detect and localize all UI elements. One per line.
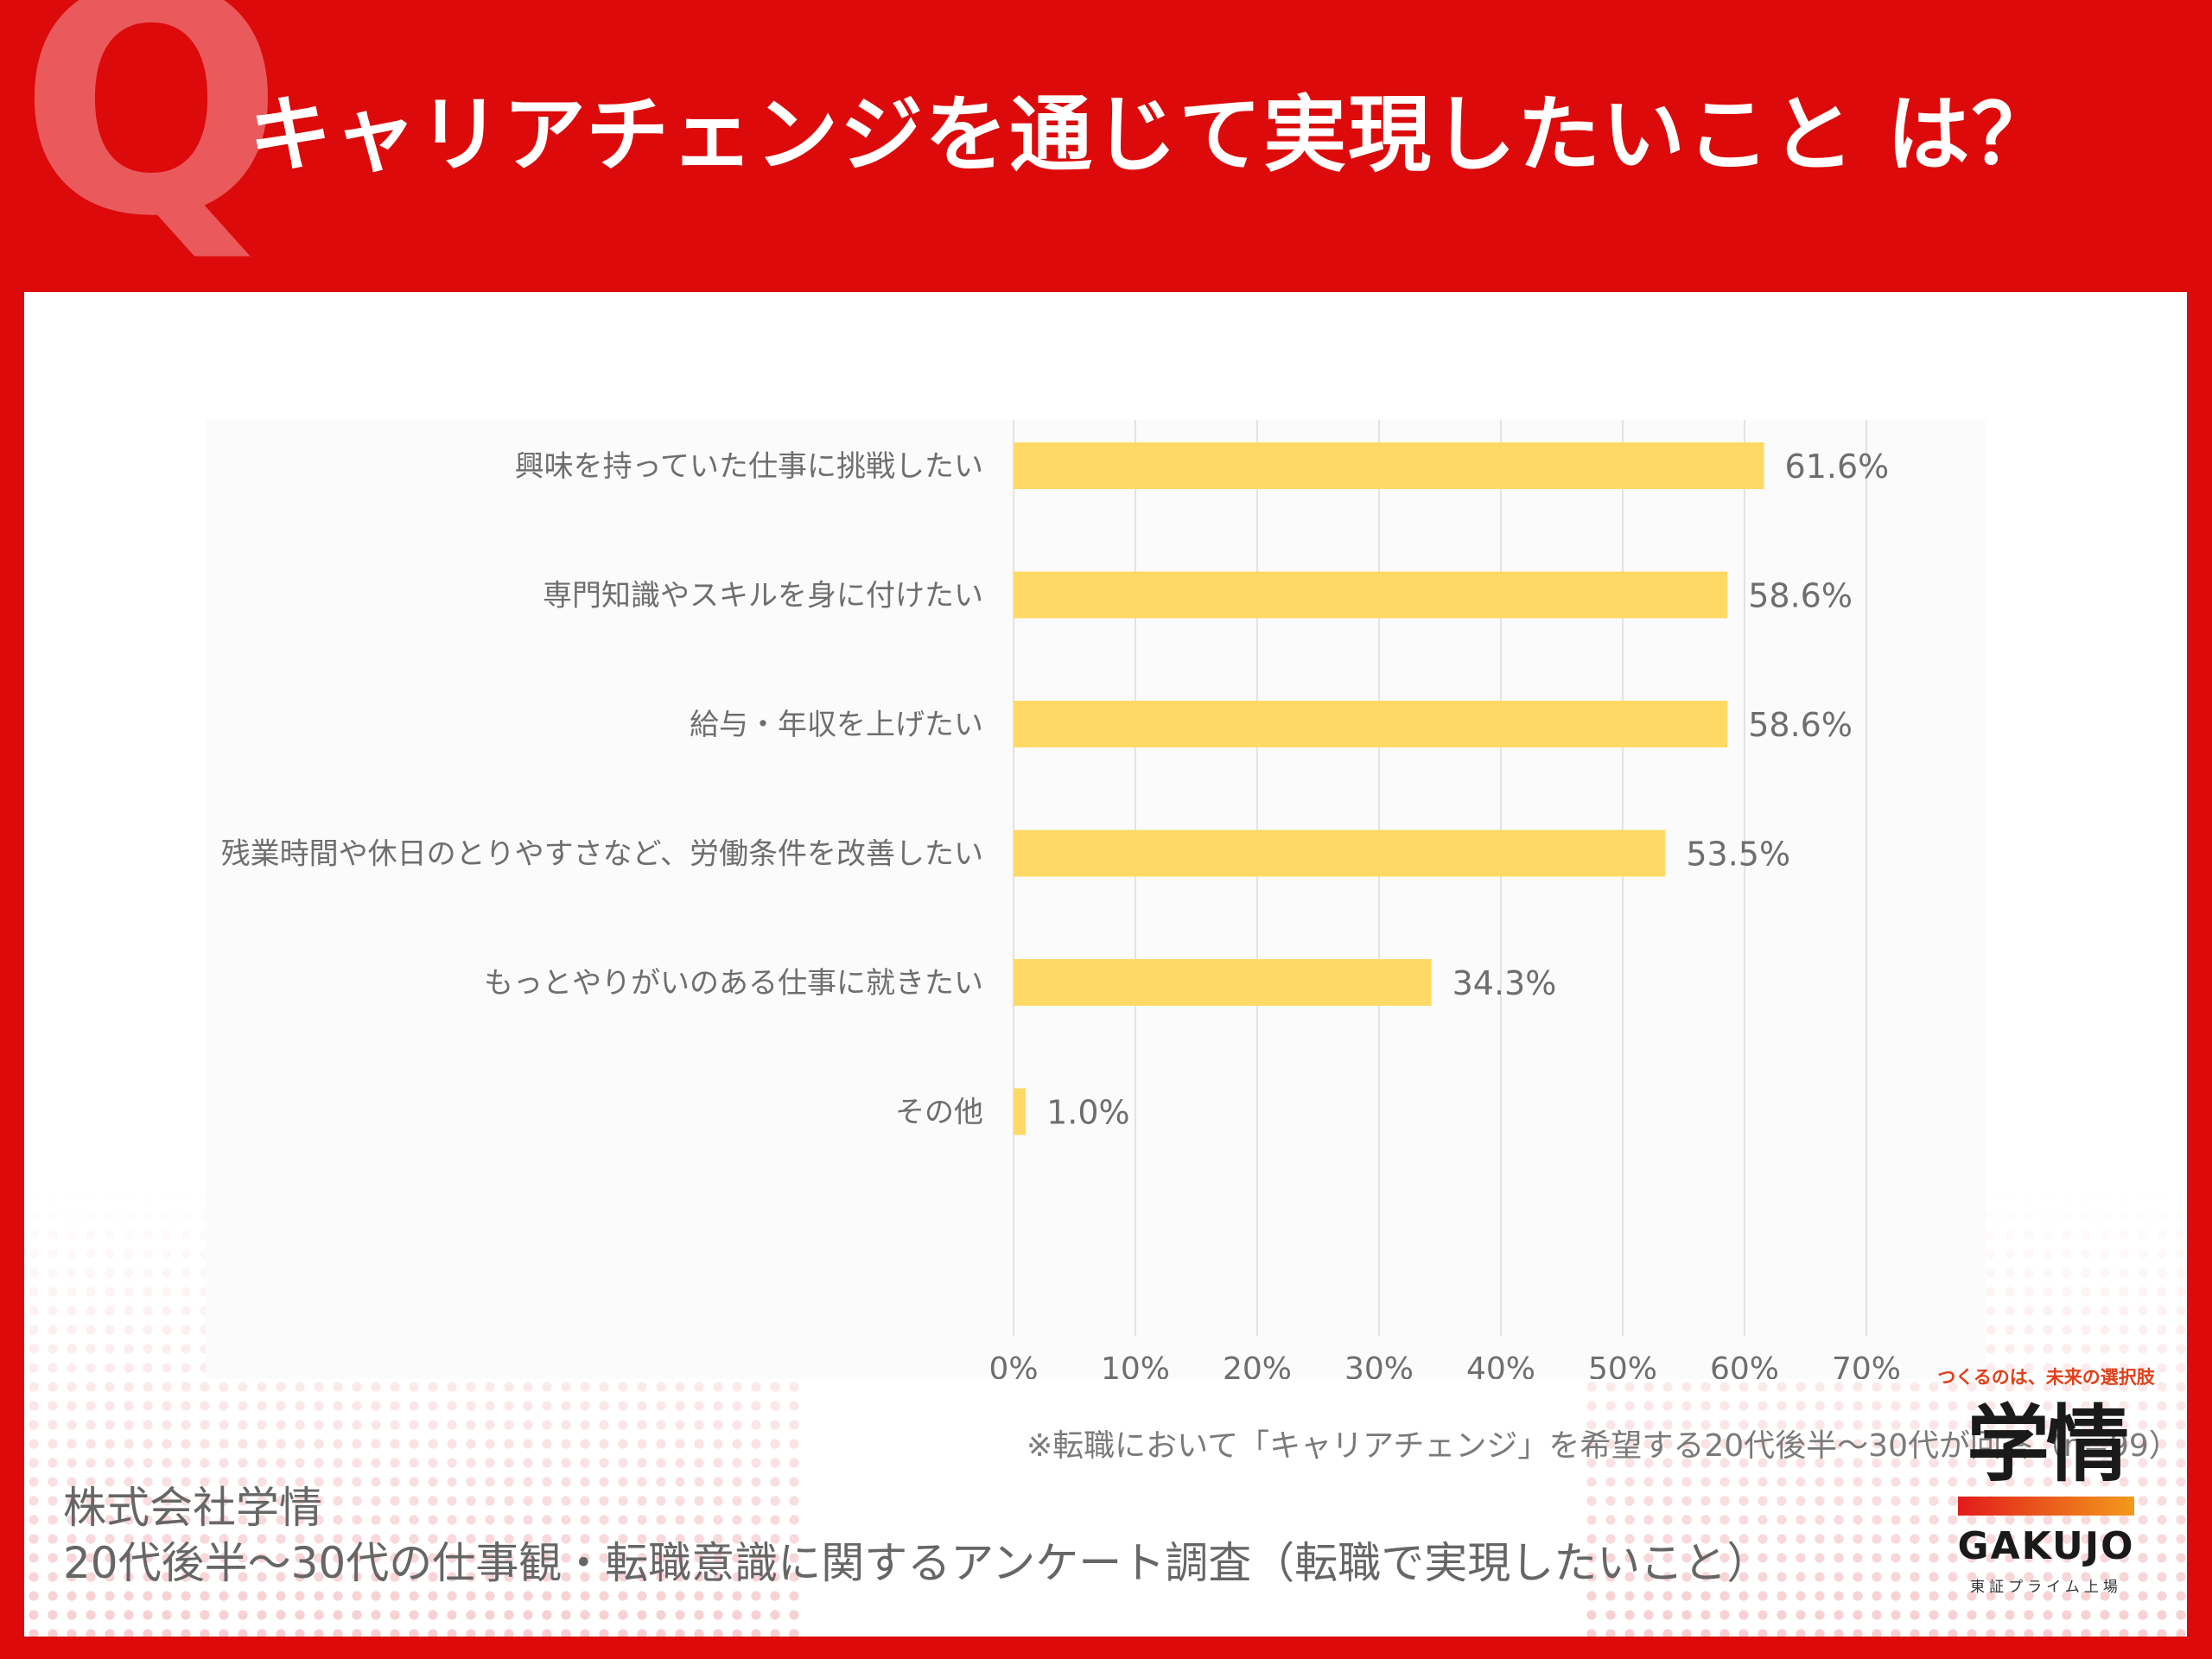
content-panel: 0% 10% 20% 30% 40% 50% 60% 70% 興味を持っていた仕事に挑戦したい 6… [24,292,2187,1637]
category-label: 給与・年収を上げたい [690,708,983,742]
chart-note: ※転職において「キャリアチェンジ」を希望する20代後半～30代が回答（n=99） [1027,1428,2180,1464]
x-tick-label: 30% [1344,1351,1414,1379]
logo-gradient-bar [1958,1497,2134,1516]
category-label: その他 [895,1096,983,1130]
x-tick-label: 60% [1710,1351,1779,1379]
x-tick-label: 10% [1101,1351,1170,1379]
value-label: 58.6% [1748,577,1853,615]
q-mark: Q [19,0,284,284]
gakujo-logo: つくるのは、未来の選択肢 学情 GAKUJO 東証プライム上場 [1916,1363,2176,1623]
x-tick-label: 0% [988,1351,1038,1379]
source-citation: 株式会社学情 20代後半～30代の仕事観・転職意識に関するアンケート調査（転職で… [63,1480,1770,1591]
bar [1014,701,1728,747]
logo-subtitle: 東証プライム上場 [1970,1579,2122,1596]
value-label: 61.6% [1785,448,1890,486]
bar [1014,1088,1027,1135]
bar [1014,571,1728,619]
value-label: 53.5% [1686,836,1790,874]
chart-svg: 0% 10% 20% 30% 40% 50% 60% 70% 興味を持っていた仕事に挑戦したい 6… [221,420,1901,1379]
bar-chart: 0% 10% 20% 30% 40% 50% 60% 70% 興味を持っていた仕事に挑戦したい 6… [206,420,2180,1464]
category-label: 残業時間や休日のとりやすさなど、労働条件を改善したい [221,837,983,872]
source-company: 株式会社学情 [63,1483,322,1533]
source-survey: 20代後半～30代の仕事観・転職意識に関するアンケート調査（転職で実現したいこと… [63,1538,1770,1588]
category-label: 興味を持っていた仕事に挑戦したい [515,449,983,484]
bar [1014,959,1432,1006]
x-tick-label: 20% [1223,1351,1292,1379]
bar [1014,442,1764,489]
page-title: キャリアチェンジを通じて実現したいこと は？ [249,86,2056,183]
value-label: 1.0% [1046,1094,1130,1132]
value-label: 34.3% [1452,964,1557,1002]
bar [1014,830,1666,877]
logo-tagline: つくるのは、未来の選択肢 [1937,1367,2155,1388]
x-tick-label: 50% [1588,1351,1657,1379]
x-tick-label: 40% [1466,1351,1535,1379]
logo-name: GAKUJO [1957,1524,2135,1568]
logo-mark: 学情 [1967,1396,2129,1493]
category-label: もっとやりがいのある仕事に就きたい [484,966,983,1001]
x-tick-label: 70% [1832,1351,1901,1379]
value-label: 58.6% [1748,706,1853,744]
category-label: 専門知識やスキルを身に付けたい [543,579,983,613]
